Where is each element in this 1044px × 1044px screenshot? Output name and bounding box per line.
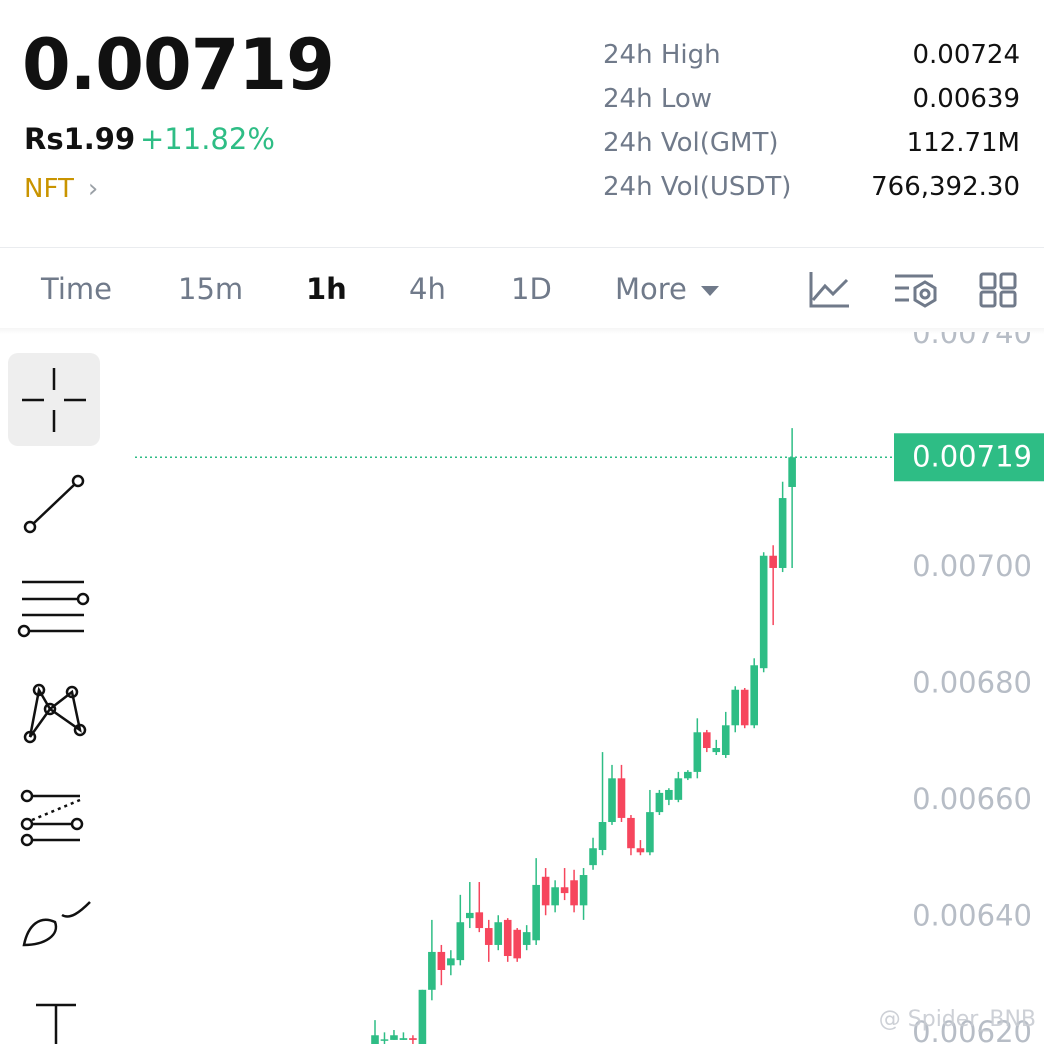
fib-tool[interactable] — [20, 789, 84, 847]
candle-body — [409, 1038, 417, 1040]
tab[interactable]: 1h — [306, 272, 347, 306]
candle-body — [646, 812, 654, 853]
candle-body — [447, 958, 455, 966]
candle-body — [494, 922, 503, 945]
pattern-tool[interactable] — [23, 683, 87, 744]
candle-body — [484, 928, 493, 945]
stat-label: 24h Vol(USDT) — [603, 172, 792, 202]
tag-text: NFT — [24, 174, 74, 204]
settings-icon[interactable] — [895, 274, 937, 308]
candle-body — [788, 457, 796, 487]
candle-body — [475, 912, 484, 929]
candle-body — [428, 951, 436, 990]
candle-body — [390, 1035, 398, 1040]
candle-body — [418, 989, 427, 1044]
chevron: › — [87, 174, 99, 204]
candle-body — [617, 778, 626, 818]
candle-body — [703, 732, 711, 749]
candle-body — [589, 848, 597, 866]
candle-body — [750, 665, 758, 726]
indicator-icon[interactable] — [809, 272, 849, 308]
candle-body — [513, 929, 521, 959]
candle-body — [712, 748, 721, 753]
candle-body — [371, 1035, 379, 1044]
tab[interactable]: More — [615, 272, 719, 306]
stat-value: 766,392.30 — [871, 172, 1020, 202]
candle-body — [759, 555, 768, 669]
stat-value: 0.00639 — [912, 84, 1020, 114]
stat-label: 24h High — [603, 40, 721, 70]
candle-body — [456, 922, 465, 961]
candle-body — [721, 725, 730, 756]
candle-body — [522, 932, 531, 945]
candle-body — [437, 951, 446, 971]
candle-body — [636, 848, 645, 853]
candle-body — [551, 887, 559, 906]
toolbar-icons — [809, 272, 1017, 308]
candle-body — [503, 919, 512, 957]
tab[interactable]: 1D — [511, 272, 552, 306]
candle-body — [778, 498, 787, 568]
line-tool[interactable] — [23, 474, 85, 534]
candle-body — [532, 884, 540, 941]
candle-body — [769, 555, 777, 568]
candle-body — [684, 771, 692, 779]
current-price-label: 0.00719 — [912, 439, 1032, 473]
tag-link[interactable]: NFT › — [24, 174, 98, 204]
stat-label: 24h Vol(GMT) — [603, 128, 779, 158]
last-price: 0.00719 — [22, 24, 335, 106]
y-tick-label: 0.00740 — [912, 316, 1032, 350]
stat-label: 24h Low — [603, 84, 713, 114]
candle-body — [655, 792, 664, 813]
candle-body — [560, 887, 569, 894]
candle-body — [674, 778, 683, 800]
tab[interactable]: 15m — [178, 272, 244, 306]
candle-body — [608, 778, 616, 823]
parallel-tool[interactable] — [17, 580, 90, 638]
shade — [0, 328, 1044, 334]
watermark: @ Spider_BNB — [879, 1007, 1036, 1032]
current-price-tag — [894, 433, 1044, 482]
candle-body — [570, 880, 578, 906]
y-tick-label: 0.00620 — [912, 1015, 1032, 1044]
stat-value: 0.00724 — [912, 40, 1020, 70]
y-tick-label: 0.00680 — [912, 666, 1032, 700]
text-tool[interactable] — [36, 1003, 76, 1044]
y-tick-label: 0.00640 — [912, 899, 1032, 933]
candle-body — [665, 789, 673, 800]
drawing-tools — [8, 353, 100, 1044]
y-tick-label: 0.00700 — [912, 549, 1032, 583]
candle-body — [579, 875, 588, 906]
candle-body — [466, 912, 474, 919]
candle-body — [740, 689, 749, 726]
candle-body — [598, 822, 607, 850]
candle-body — [693, 732, 702, 772]
candle-body — [627, 817, 635, 849]
candle-body — [399, 1038, 408, 1040]
tab[interactable]: Time — [41, 272, 112, 306]
candle-body — [380, 1039, 389, 1041]
dropdown-arrow — [700, 286, 719, 296]
price-change: +11.82% — [140, 122, 275, 156]
brush-tool[interactable] — [22, 901, 91, 947]
stat-value: 112.71M — [906, 128, 1020, 158]
candle-body — [541, 876, 550, 906]
divider — [0, 247, 1044, 248]
layout-icon[interactable] — [979, 272, 1017, 308]
candle-body — [731, 689, 740, 726]
crosshair-tool-bg[interactable] — [8, 353, 100, 446]
tab[interactable]: 4h — [409, 272, 446, 306]
fiat-price: Rs1.99 — [24, 122, 136, 156]
y-tick-label: 0.00660 — [912, 782, 1032, 816]
